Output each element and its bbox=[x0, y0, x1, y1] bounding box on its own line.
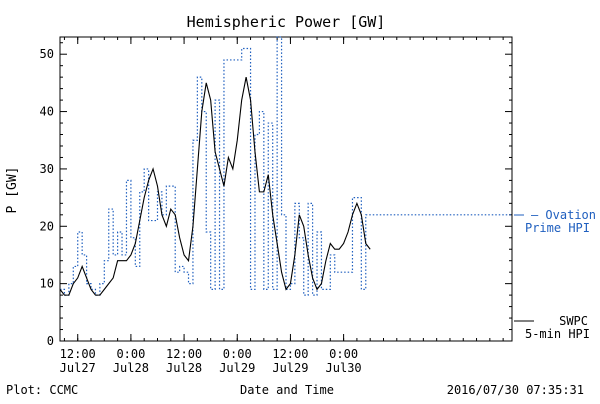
legend-swpc-line2: 5-min HPI bbox=[525, 327, 590, 341]
x-tick-label-time: 12:00 bbox=[166, 347, 202, 361]
legend-ovation-line2: Prime HPI bbox=[525, 221, 590, 235]
y-tick-label: 30 bbox=[40, 162, 54, 176]
plot-frame bbox=[59, 36, 513, 342]
text-group: Hemispheric Power [GW] P [GW] Plot: CCMC… bbox=[5, 13, 596, 397]
chart-title: Hemispheric Power [GW] bbox=[187, 13, 386, 31]
y-tick-label: 0 bbox=[47, 334, 54, 348]
series-ovation-prime-hpi bbox=[60, 36, 512, 296]
x-tick-label-time: 12:00 bbox=[272, 347, 308, 361]
footer-center: Date and Time bbox=[240, 383, 334, 397]
x-tick-label-time: 0:00 bbox=[223, 347, 252, 361]
legend-swpc-line1: SWPC bbox=[559, 314, 588, 328]
footer-left: Plot: CCMC bbox=[6, 383, 78, 397]
y-axis-label: P [GW] bbox=[5, 167, 20, 214]
axes: 0102030405012:00Jul270:00Jul2812:00Jul28… bbox=[40, 36, 534, 375]
x-tick-label-time: 0:00 bbox=[329, 347, 358, 361]
y-tick-label: 50 bbox=[40, 47, 54, 61]
y-tick-label: 40 bbox=[40, 105, 54, 119]
y-tick-label: 10 bbox=[40, 277, 54, 291]
footer-right: 2016/07/30 07:35:31 bbox=[447, 383, 584, 397]
series-swpc-5min-hpi bbox=[59, 77, 371, 296]
x-tick-label-date: Jul29 bbox=[219, 361, 255, 375]
x-tick-label-time: 0:00 bbox=[116, 347, 145, 361]
x-tick-label-date: Jul28 bbox=[166, 361, 202, 375]
series-group bbox=[59, 36, 512, 296]
x-tick-label-date: Jul28 bbox=[113, 361, 149, 375]
x-tick-label-time: 12:00 bbox=[60, 347, 96, 361]
x-tick-label-date: Jul29 bbox=[272, 361, 308, 375]
x-tick-label-date: Jul27 bbox=[60, 361, 96, 375]
legend-ovation-line1: — Ovation bbox=[531, 208, 596, 222]
y-tick-label: 20 bbox=[40, 219, 54, 233]
x-tick-label-date: Jul30 bbox=[326, 361, 362, 375]
